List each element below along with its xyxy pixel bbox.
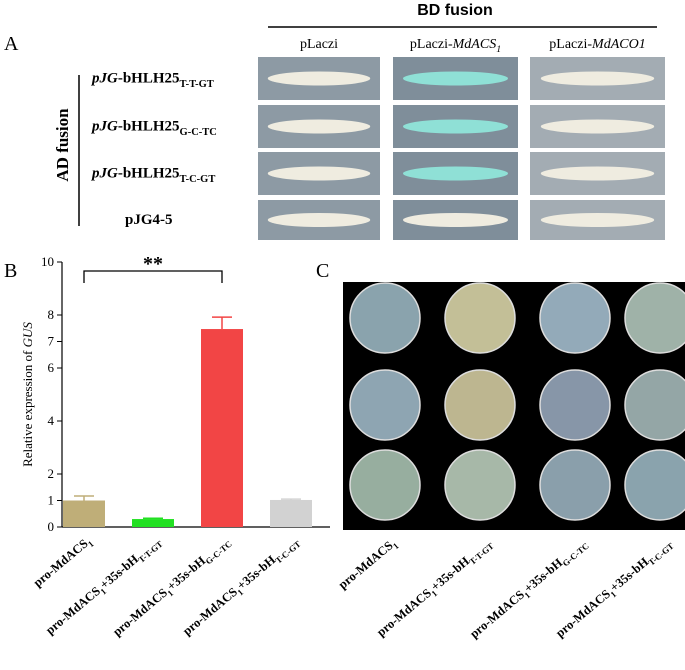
row-label-part: pJG: [90, 119, 118, 135]
category-label-part: 1: [522, 590, 532, 600]
row-label: pJG-bHLH25T-T-GT: [90, 71, 214, 91]
yeast-streak: [403, 166, 508, 181]
column-label: pLaczi-MdACO1: [549, 37, 645, 52]
row-label-part: -bHLH25: [118, 119, 180, 135]
y-axis-label: Relative expression of GUS: [20, 322, 35, 467]
category-label-part: 1: [98, 586, 108, 596]
petri-dish: [539, 449, 611, 521]
significance-bracket: [83, 270, 223, 283]
petri-dish: [539, 282, 611, 354]
yeast-streak: [540, 166, 655, 181]
category-label-part: 1: [86, 539, 96, 549]
yeast-streak: [403, 71, 508, 86]
bar: [132, 519, 174, 527]
error-bar: [212, 316, 232, 330]
y-tick-label: 1: [48, 493, 55, 508]
petri-dish: [349, 449, 421, 521]
column-label-part: MdACO1: [591, 37, 646, 52]
y-tick-label: 6: [48, 360, 55, 375]
petri-dish: [624, 282, 685, 354]
panel-label: A: [4, 33, 19, 55]
row-label: pJG4-5: [125, 212, 173, 228]
category-label-part: 1: [165, 588, 175, 598]
y-tick-label: 8: [48, 307, 55, 322]
petri-dish: [349, 369, 421, 441]
bar: [63, 500, 105, 527]
y-axis-label-part: Relative expression of: [20, 347, 35, 467]
category-label-part: 1: [391, 541, 401, 551]
petri-dish: [624, 449, 685, 521]
y-tick-label: 2: [48, 466, 55, 481]
row-label-part: pJG: [90, 71, 118, 87]
category-label-part: 1: [608, 589, 618, 599]
row-label: pJG-bHLH25T-C-GT: [90, 166, 215, 186]
y-tick-label: 4: [48, 413, 55, 428]
column-label-part: pLaczi-: [410, 37, 453, 52]
row-label: pJG-bHLH25G-C-TC: [90, 119, 217, 139]
panel-label: C: [316, 260, 329, 282]
column-label-part: 1: [496, 44, 501, 55]
yeast-streak: [540, 71, 655, 86]
y-tick-label: 10: [41, 254, 54, 269]
y-tick-label: 0: [48, 519, 55, 534]
petri-dish: [444, 449, 516, 521]
error-bar: [74, 495, 94, 501]
category-label-part: 1: [429, 588, 439, 598]
bar: [201, 329, 243, 527]
petri-dish: [444, 282, 516, 354]
category-label-part: 1: [235, 587, 245, 597]
column-label-part: pLaczi: [300, 37, 338, 52]
yeast-streak: [267, 213, 371, 227]
row-label-part: T-T-GT: [180, 79, 214, 90]
column-label: pLaczi-MdACS1: [410, 37, 501, 55]
side-label: AD fusion: [53, 108, 72, 182]
column-label: pLaczi: [300, 37, 338, 52]
y-tick-label: 7: [48, 334, 55, 349]
petri-dish: [539, 369, 611, 441]
panel-a-header: BD fusion: [417, 2, 493, 19]
yeast-streak: [540, 119, 655, 134]
error-bar: [143, 517, 163, 520]
row-label-part: T-C-GT: [180, 174, 216, 185]
petri-dish: [349, 282, 421, 354]
yeast-streak: [267, 166, 371, 181]
bar: [270, 499, 312, 527]
panel-label: B: [4, 260, 17, 282]
row-label-part: -bHLH25: [118, 166, 180, 182]
column-label-part: MdACS: [452, 37, 497, 52]
yeast-streak: [540, 213, 655, 227]
row-label-part: pJG4-5: [125, 212, 173, 228]
yeast-streak: [403, 119, 508, 134]
error-bar: [281, 498, 301, 500]
y-axis-label-part: GUS: [20, 322, 35, 348]
petri-dish: [624, 369, 685, 441]
yeast-streak: [267, 71, 371, 86]
row-label-part: -bHLH25: [118, 71, 180, 87]
significance-label: **: [143, 253, 163, 275]
petri-dish: [444, 369, 516, 441]
yeast-streak: [403, 213, 508, 227]
column-label-part: pLaczi-: [549, 37, 592, 52]
row-label-part: pJG: [90, 166, 118, 182]
yeast-streak: [267, 119, 371, 134]
row-label-part: G-C-TC: [180, 127, 217, 138]
